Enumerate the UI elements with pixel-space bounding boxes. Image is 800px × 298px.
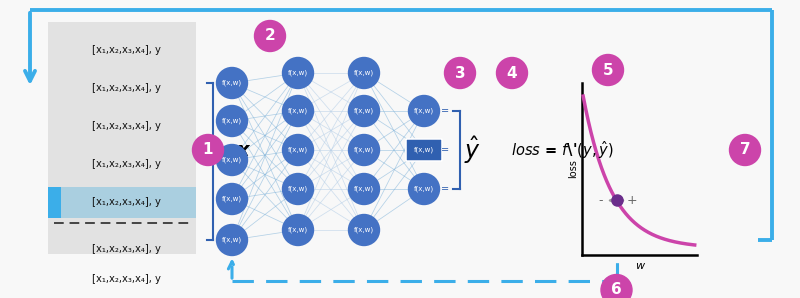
Text: [x₁,x₂,x₃,x₄], y: [x₁,x₂,x₃,x₄], y [91,121,161,131]
Text: f(x,w): f(x,w) [288,186,308,192]
Text: f(x,w): f(x,w) [222,196,242,202]
Text: f(x,w): f(x,w) [288,227,308,233]
Text: =: = [442,184,450,194]
Circle shape [349,134,379,165]
Text: 5: 5 [602,63,614,77]
Text: f(x,w): f(x,w) [354,108,374,114]
Text: 1: 1 [202,142,214,158]
Circle shape [593,55,623,86]
Text: f(x,w): f(x,w) [414,147,434,153]
Circle shape [217,184,247,215]
Circle shape [193,134,223,165]
Text: $\hat{y}$: $\hat{y}$ [463,134,481,166]
Text: f(x,w): f(x,w) [354,186,374,192]
Circle shape [349,173,379,204]
Circle shape [282,95,314,126]
FancyBboxPatch shape [48,187,196,218]
Text: 4: 4 [506,66,518,80]
Circle shape [217,105,247,136]
Text: f(x,w): f(x,w) [414,108,434,114]
Text: -: - [598,194,603,207]
Text: f(x,w): f(x,w) [288,108,308,114]
Text: f(x,w): f(x,w) [222,237,242,243]
Text: [x₁,x₂,x₃,x₄], y: [x₁,x₂,x₃,x₄], y [91,197,161,207]
Circle shape [445,58,475,89]
Circle shape [217,145,247,176]
Text: $\mathit{loss}$ = $\mathit{f}$\'$(y,\hat{y})$: $\mathit{loss}$ = $\mathit{f}$\'$(y,\hat… [510,139,614,161]
Text: 7: 7 [740,142,750,158]
Circle shape [409,173,439,204]
Text: 2: 2 [265,29,275,44]
Text: f(x,w): f(x,w) [354,227,374,233]
Circle shape [497,58,527,89]
Text: f(x,w): f(x,w) [222,157,242,163]
FancyBboxPatch shape [48,22,196,254]
Circle shape [217,68,247,99]
Circle shape [601,274,632,298]
Circle shape [409,95,439,126]
Text: f(x,w): f(x,w) [288,147,308,153]
Circle shape [282,215,314,246]
Text: [x₁,x₂,x₃,x₄], y: [x₁,x₂,x₃,x₄], y [91,244,161,254]
Circle shape [254,21,286,52]
Text: $\mathbf{\it{x}}$: $\mathbf{\it{x}}$ [237,140,251,159]
Circle shape [282,58,314,89]
FancyBboxPatch shape [48,187,61,218]
Text: f(x,w): f(x,w) [354,70,374,76]
Circle shape [282,134,314,165]
Text: f(x,w): f(x,w) [222,118,242,124]
Text: w: w [635,261,644,271]
Circle shape [349,95,379,126]
Circle shape [217,224,247,255]
Text: f(x,w): f(x,w) [222,80,242,86]
FancyBboxPatch shape [406,139,442,161]
Text: 3: 3 [454,66,466,80]
Text: +: + [626,194,638,207]
Circle shape [282,173,314,204]
Text: 6: 6 [611,283,622,297]
Text: =: = [442,145,450,155]
Text: [x₁,x₂,x₃,x₄], y: [x₁,x₂,x₃,x₄], y [91,83,161,93]
Text: f(x,w): f(x,w) [288,70,308,76]
Text: f(x,w): f(x,w) [414,186,434,192]
Text: [x₁,x₂,x₃,x₄], y: [x₁,x₂,x₃,x₄], y [91,159,161,169]
Text: f(x,w): f(x,w) [354,147,374,153]
Text: $\bfit{x}$: $\bfit{x}$ [236,140,252,159]
Text: =: = [442,106,450,116]
Text: loss: loss [568,159,578,179]
Circle shape [349,215,379,246]
Text: [x₁,x₂,x₃,x₄], y: [x₁,x₂,x₃,x₄], y [91,274,161,284]
Circle shape [730,134,761,165]
Circle shape [349,58,379,89]
Text: [x₁,x₂,x₃,x₄], y: [x₁,x₂,x₃,x₄], y [91,45,161,55]
